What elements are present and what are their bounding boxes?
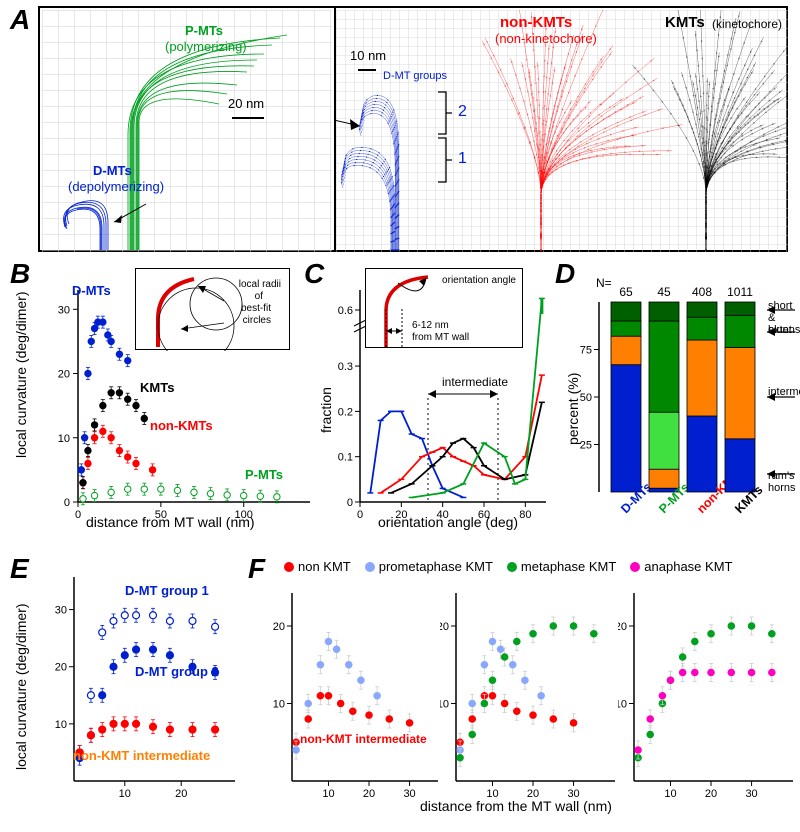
- panel-f3-svg: 10 20 10 20 30: [618, 563, 798, 823]
- e-ni: non-KMT intermediate: [73, 748, 210, 763]
- d-side-2: intermediate: [768, 386, 800, 398]
- svg-text:75: 75: [580, 345, 592, 357]
- svg-text:20: 20: [175, 788, 187, 800]
- svg-text:80: 80: [519, 509, 531, 521]
- svg-text:10: 10: [618, 699, 627, 711]
- nonkmt-sub: (non-kinetochore): [495, 31, 597, 46]
- dmt-sub: (depolymerizing): [68, 179, 164, 194]
- nonkmt-label: non-KMTs: [500, 14, 572, 31]
- e-g1: D-MT group 1: [125, 583, 209, 598]
- svg-text:0.3: 0.3: [338, 361, 353, 373]
- d-side-1: extensions: [768, 324, 800, 336]
- f-legend-item-2: metaphase KMT: [507, 558, 616, 573]
- svg-text:0: 0: [357, 509, 363, 521]
- e-g2: D-MT group 2: [135, 664, 219, 679]
- svg-text:0: 0: [347, 497, 353, 509]
- c-intermediate: intermediate: [442, 375, 508, 389]
- svg-text:10: 10: [440, 699, 449, 711]
- panel-a-letter: A: [10, 4, 30, 36]
- dmt-groups-label: D-MT groups: [383, 70, 447, 82]
- b-kmt: KMTs: [140, 380, 174, 395]
- svg-text:30: 30: [745, 788, 757, 800]
- svg-text:10: 10: [322, 788, 334, 800]
- b-ylabel: local curvature (deg/dimer): [13, 291, 29, 458]
- svg-text:0: 0: [75, 509, 81, 521]
- b-pmt: P-MTs: [245, 467, 283, 482]
- f-legend: non KMT prometaphase KMT metaphase KMT anap…: [284, 558, 746, 574]
- svg-text:1011: 1011: [727, 285, 753, 299]
- g1: 1: [458, 150, 467, 168]
- b-nonkmt: non-KMTs: [150, 418, 213, 433]
- b-inset-l4: circles: [243, 315, 271, 326]
- svg-text:30: 30: [58, 304, 70, 316]
- scale2: 10 nm: [350, 48, 386, 63]
- f-legend-item-3: anaphase KMT: [630, 558, 732, 573]
- f-legend-item-0: non KMT: [284, 558, 351, 573]
- b-inset-l2: of: [255, 291, 263, 302]
- svg-text:408: 408: [692, 285, 712, 299]
- svg-text:65: 65: [619, 285, 633, 299]
- svg-text:0.6: 0.6: [338, 305, 353, 317]
- kmt-label: KMTs: [665, 14, 705, 31]
- g2: 2: [458, 103, 467, 121]
- panel-d-svg: 25507565D-MTs45P-MTs408non-KMTs1011KMTs: [565, 272, 800, 552]
- kmt-sub: (kinetochore): [712, 17, 782, 31]
- panel-b-letter: B: [10, 258, 30, 290]
- svg-text:45: 45: [657, 285, 671, 299]
- svg-text:20: 20: [363, 788, 375, 800]
- svg-text:10: 10: [119, 788, 131, 800]
- svg-text:0.1: 0.1: [338, 452, 353, 464]
- svg-text:10: 10: [664, 788, 676, 800]
- panel-f2-svg: 1020102030: [440, 563, 620, 823]
- dmt-label: D-MTs: [93, 163, 132, 178]
- svg-text:20: 20: [618, 621, 627, 633]
- pmt-sub: (polymerizing): [165, 39, 247, 54]
- scale1: 20 nm: [228, 96, 264, 111]
- e-ylabel: local curvature (deg/dimer): [13, 603, 29, 770]
- svg-text:20: 20: [440, 621, 449, 633]
- b-inset: local radii of best-fit circles: [135, 268, 290, 350]
- svg-text:30: 30: [403, 788, 415, 800]
- svg-text:30: 30: [55, 605, 67, 617]
- d-side-3: ram's horns: [768, 470, 800, 494]
- d-ylabel: percent (%): [565, 373, 581, 445]
- svg-text:20: 20: [55, 662, 67, 674]
- c-ylabel: fraction: [318, 387, 334, 433]
- b-inset-l3: best-fit: [241, 303, 271, 314]
- f-ni: non-KMT intermediate: [300, 732, 427, 746]
- svg-text:20: 20: [705, 788, 717, 800]
- f-xlabel: distance from the MT wall (nm): [420, 798, 612, 814]
- svg-text:10: 10: [55, 719, 67, 731]
- c-inset: orientation angle 6-12 nm from MT wall: [365, 268, 523, 348]
- pmt-label: P-MTs: [185, 23, 223, 38]
- f-legend-item-1: prometaphase KMT: [365, 558, 493, 573]
- svg-text:0: 0: [64, 497, 70, 509]
- c-inset-l1: orientation angle: [442, 275, 516, 286]
- panel-a-box: P-MTs (polymerizing) 20 nm D-MTs (depoly…: [38, 6, 788, 252]
- c-inset-l2: 6-12 nm: [412, 320, 449, 331]
- svg-text:20: 20: [58, 369, 70, 381]
- panel-e-letter: E: [10, 553, 29, 585]
- svg-text:25: 25: [580, 440, 592, 452]
- svg-text:10: 10: [273, 699, 285, 711]
- c-xlabel: orientation angle (deg): [378, 514, 518, 530]
- panel-f1-svg: 10 20 10 20 30: [258, 563, 443, 823]
- svg-text:20: 20: [273, 621, 285, 633]
- b-dmt: D-MTs: [72, 283, 111, 298]
- c-inset-l3: from MT wall: [412, 332, 469, 343]
- b-xlabel: distance from MT wall (nm): [86, 514, 255, 530]
- svg-text:50: 50: [580, 392, 592, 404]
- svg-text:10: 10: [58, 433, 70, 445]
- svg-text:0.2: 0.2: [338, 406, 353, 418]
- panel-a-right-svg: [336, 10, 788, 252]
- b-inset-l1: local radii: [239, 279, 281, 290]
- d-N: N=: [596, 276, 612, 290]
- panel-e-svg: 10 20 30 10 20: [30, 563, 245, 823]
